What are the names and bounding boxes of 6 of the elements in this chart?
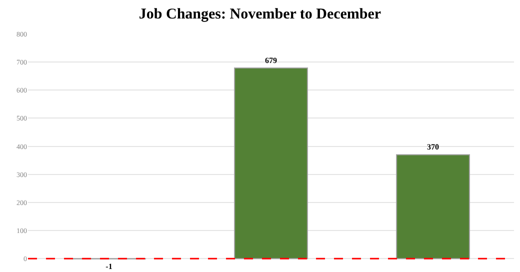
- bar: [396, 154, 470, 260]
- chart-title: Job Changes: November to December: [138, 6, 382, 23]
- data-label: 370: [427, 142, 439, 152]
- data-label: -1: [106, 262, 112, 271]
- bar: [234, 67, 308, 260]
- data-label: 679: [265, 56, 277, 65]
